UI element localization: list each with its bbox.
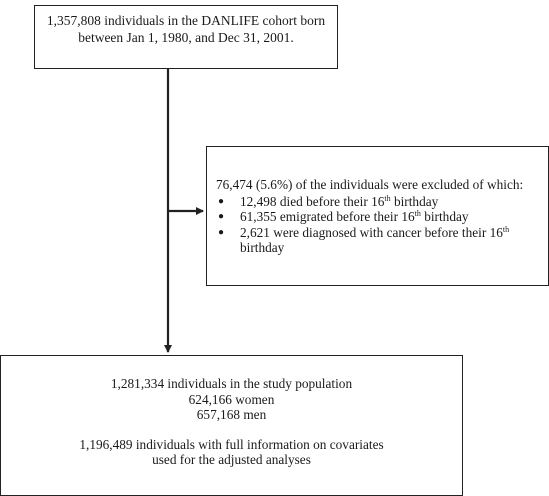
cohort-line-2: between Jan 1, 1980, and Dec 31, 2001. xyxy=(78,30,294,45)
bullet-icon: ● xyxy=(218,226,225,238)
cohort-box: 1,357,808 individuals in the DANLIFE coh… xyxy=(34,5,338,69)
women-count: 624,166 women xyxy=(188,391,275,407)
exclusion-item-cancer: ● 2,621 were diagnosed with cancer befor… xyxy=(218,224,510,256)
exclusion-box: 76,474 (5.6%) of the individuals were ex… xyxy=(206,146,549,286)
bullet-icon: ● xyxy=(218,195,225,207)
study-population-box: 1,281,334 individuals in the study popul… xyxy=(0,355,463,496)
bullet-icon: ● xyxy=(218,211,225,222)
covariates-line-1: 1,196,489 individuals with full informat… xyxy=(79,436,384,452)
covariates-line-2: used for the adjusted analyses xyxy=(152,452,311,467)
study-population-line: 1,281,334 individuals in the study popul… xyxy=(110,376,353,391)
exclusion-item-died: ● 12,498 died before their 16th birthday xyxy=(218,193,439,209)
men-count: 657,168 men xyxy=(196,407,267,422)
exclusion-item-emigrated: ● 61,355 emigrated before their 16th bir… xyxy=(218,209,469,224)
exclusion-intro: 76,474 (5.6%) of the individuals were ex… xyxy=(216,177,524,192)
cohort-line-1: 1,357,808 individuals in the DANLIFE coh… xyxy=(46,13,326,28)
exclusion-list: ● 12,498 died before their 16th birthday… xyxy=(216,194,542,256)
